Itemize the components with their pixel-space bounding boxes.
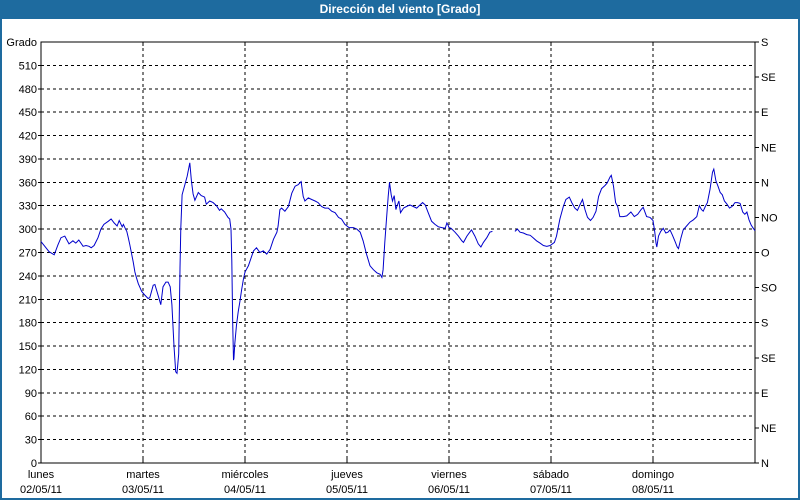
wind-direction-line (514, 167, 756, 250)
date-label: 06/05/11 (428, 484, 470, 496)
y-axis-left-tick-label: 510 (19, 60, 37, 72)
date-label: 04/05/11 (224, 484, 266, 496)
compass-tick-label: S (761, 37, 768, 49)
compass-tick-label: N (761, 458, 769, 470)
y-axis-left-tick-label: 240 (19, 271, 37, 283)
compass-tick-label: N (761, 177, 769, 189)
wind-direction-line (40, 162, 493, 375)
y-axis-left-tick-label: 420 (19, 131, 37, 143)
y-axis-left-tick-label: 180 (19, 318, 37, 330)
date-label: 08/05/11 (632, 484, 674, 496)
day-label: viernes (431, 469, 467, 481)
day-label: sábado (533, 469, 569, 481)
compass-tick-label: SO (761, 283, 777, 295)
y-axis-left-tick-label: 450 (19, 107, 37, 119)
y-axis-left-tick-label: 60 (25, 411, 37, 423)
day-label: martes (126, 469, 160, 481)
y-axis-left-tick-label: 90 (25, 388, 37, 400)
y-axis-left-tick-label: 210 (19, 294, 37, 306)
compass-tick-label: E (761, 107, 768, 119)
y-axis-left-tick-label: 0 (31, 458, 37, 470)
compass-tick-label: SE (761, 72, 776, 84)
y-axis-left-tick-label: 150 (19, 341, 37, 353)
y-axis-left-tick-label: 360 (19, 177, 37, 189)
date-label: 05/05/11 (326, 484, 368, 496)
y-axis-left-tick-label: 120 (19, 364, 37, 376)
day-label: miércoles (221, 469, 269, 481)
day-label: domingo (632, 469, 674, 481)
chart-title-bar: Dirección del viento [Grado] (0, 0, 800, 19)
date-label: 03/05/11 (122, 484, 164, 496)
y-axis-left-tick-label: 300 (19, 224, 37, 236)
date-label: 02/05/11 (20, 484, 62, 496)
y-axis-left-tick-label: 30 (25, 435, 37, 447)
compass-tick-label: NO (761, 212, 778, 224)
compass-tick-label: NE (761, 142, 776, 154)
y-axis-left-tick-label: 480 (19, 84, 37, 96)
compass-tick-label: NE (761, 423, 776, 435)
y-axis-left-tick-label: 330 (19, 201, 37, 213)
date-label: 07/05/11 (530, 484, 572, 496)
y-axis-title: Grado (6, 37, 37, 49)
y-axis-left-tick-label: 390 (19, 154, 37, 166)
compass-tick-label: O (761, 248, 770, 260)
day-label: lunes (28, 469, 55, 481)
day-label: jueves (330, 469, 363, 481)
compass-tick-label: S (761, 318, 768, 330)
y-axis-left-tick-label: 270 (19, 248, 37, 260)
compass-tick-label: E (761, 388, 768, 400)
compass-tick-label: SE (761, 353, 776, 365)
